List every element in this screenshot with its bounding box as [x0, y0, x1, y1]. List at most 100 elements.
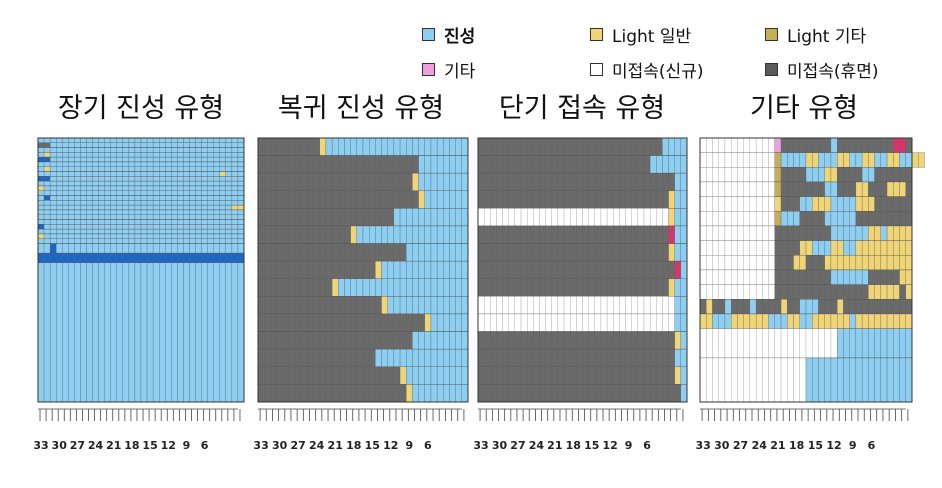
sequence-cell-dormant [861, 299, 869, 315]
sequence-cell-active [74, 233, 81, 239]
sequence-cell-active [159, 238, 166, 244]
sequence-cell-active [122, 176, 130, 182]
sequence-cell-active [122, 224, 130, 230]
sequence-cell-active [92, 147, 99, 153]
sequence-cell-active [68, 181, 75, 187]
sequence-cell-active [237, 243, 245, 254]
sequence-cell-dormant [712, 299, 719, 315]
sequence-cell-dormant [325, 366, 333, 385]
sequence-cell-new-inactive [483, 313, 491, 332]
sequence-cell-new-inactive [514, 313, 522, 332]
sequence-cell-new-inactive [755, 137, 763, 153]
sequence-cell-active [461, 313, 469, 332]
sequence-cell-light-general [399, 366, 407, 385]
sequence-cell-light-general [812, 196, 819, 212]
sequence-cell-dormant [282, 225, 290, 244]
sequence-cell-dormant [257, 208, 265, 227]
sequence-cell-dormant [551, 384, 559, 403]
sequence-cell-dormant [514, 243, 522, 262]
sequence-cell-active [68, 229, 75, 235]
sequence-cell-dormant [582, 278, 589, 297]
sequence-cell-active [116, 214, 123, 220]
x-tick-label: 9 [625, 439, 633, 452]
sequence-cell-dormant [527, 261, 534, 279]
sequence-cell-active [74, 262, 81, 403]
sequence-cell-dormant [387, 190, 395, 209]
sequence-cell-new-inactive [576, 208, 583, 227]
sequence-cell-dormant [502, 225, 509, 244]
sequence-cell-active [656, 155, 663, 174]
sequence-cell-active-dark [140, 253, 148, 263]
panel-returning-active: 33 30 27 24 21 18 15 12 9 6 [253, 137, 469, 452]
sequence-cell-new-inactive [824, 328, 832, 359]
sequence-cell-dormant [477, 261, 485, 279]
x-tick-label: 24 [309, 439, 325, 452]
sequence-cell-active [189, 233, 196, 239]
sequence-cell-active [219, 229, 226, 235]
sequence-cell-dormant [375, 190, 382, 209]
sequence-cell-dormant [799, 225, 807, 241]
sequence-cell-new-inactive [737, 211, 744, 227]
legend-item-light-other: Light 기타 [765, 22, 866, 47]
sequence-cell-active [128, 147, 136, 153]
sequence-cell-dormant [350, 331, 358, 350]
sequence-cell-active [430, 137, 438, 156]
sequence-cell-dormant [662, 349, 669, 367]
sequence-cell-active [104, 219, 111, 225]
sequence-cell-pink-accent [668, 225, 675, 244]
sequence-cell-new-inactive [570, 296, 577, 315]
sequence-cell-active [399, 137, 407, 156]
sequence-cell-active [146, 233, 154, 239]
sequence-cell-dormant [893, 269, 900, 285]
sequence-cell-active [159, 147, 166, 153]
sequence-cell-light-general [824, 255, 832, 271]
sequence-cell-active [207, 200, 214, 206]
sequence-cell-dormant [301, 261, 308, 279]
sequence-cell-active [43, 147, 51, 153]
sequence-cell-active [183, 152, 190, 158]
sequence-cell-dormant [362, 331, 370, 350]
sequence-cell-active [436, 313, 444, 332]
sequence-cell-active [92, 157, 99, 163]
sequence-cell-dormant [570, 331, 577, 350]
sequence-cell-dormant [356, 366, 364, 385]
sequence-cell-dormant [490, 173, 497, 191]
sequence-cell-active [104, 233, 111, 239]
sequence-cell-active [195, 181, 202, 187]
sequence-cell-dormant [399, 190, 407, 209]
sequence-cell-new-inactive [718, 284, 726, 300]
sequence-cell-active [110, 157, 117, 163]
sequence-cell-active [37, 147, 45, 153]
sequence-cell-dormant [270, 278, 277, 297]
sequence-cell-light-general [893, 255, 900, 271]
sequence-cell-dormant [282, 261, 290, 279]
sequence-cell-active [436, 261, 444, 279]
sequence-cell-active [424, 296, 432, 315]
sequence-cell-dormant [613, 137, 620, 156]
sequence-cell-active [62, 214, 69, 220]
sequence-cell-active [225, 219, 233, 225]
sequence-cell-active [146, 166, 154, 172]
sequence-cell-active [80, 195, 87, 201]
sequence-cell-active [98, 161, 105, 167]
sequence-cell-active [43, 181, 51, 187]
sequence-cell-dormant [307, 366, 314, 385]
sequence-cell-dormant [625, 366, 632, 385]
sequence-cell-active [165, 224, 172, 230]
sequence-cell-dormant [276, 278, 283, 297]
sequence-cell-dormant [861, 211, 869, 227]
sequence-cell-dormant [257, 313, 265, 332]
sequence-cell-new-inactive [762, 225, 769, 241]
sequence-cell-active [98, 176, 105, 182]
sequence-cell-active [195, 147, 202, 153]
sequence-cell-dormant [563, 331, 571, 350]
sequence-cell-active [98, 229, 105, 235]
sequence-cell-active [165, 238, 172, 244]
sequence-cell-new-inactive [762, 167, 769, 183]
sequence-cell-dormant [570, 261, 577, 279]
sequence-cell-new-inactive [762, 328, 769, 359]
sequence-cell-active [177, 205, 184, 211]
sequence-cell-active [195, 161, 202, 167]
sequence-cell-new-inactive [699, 167, 707, 183]
sequence-cell-active [80, 209, 87, 215]
